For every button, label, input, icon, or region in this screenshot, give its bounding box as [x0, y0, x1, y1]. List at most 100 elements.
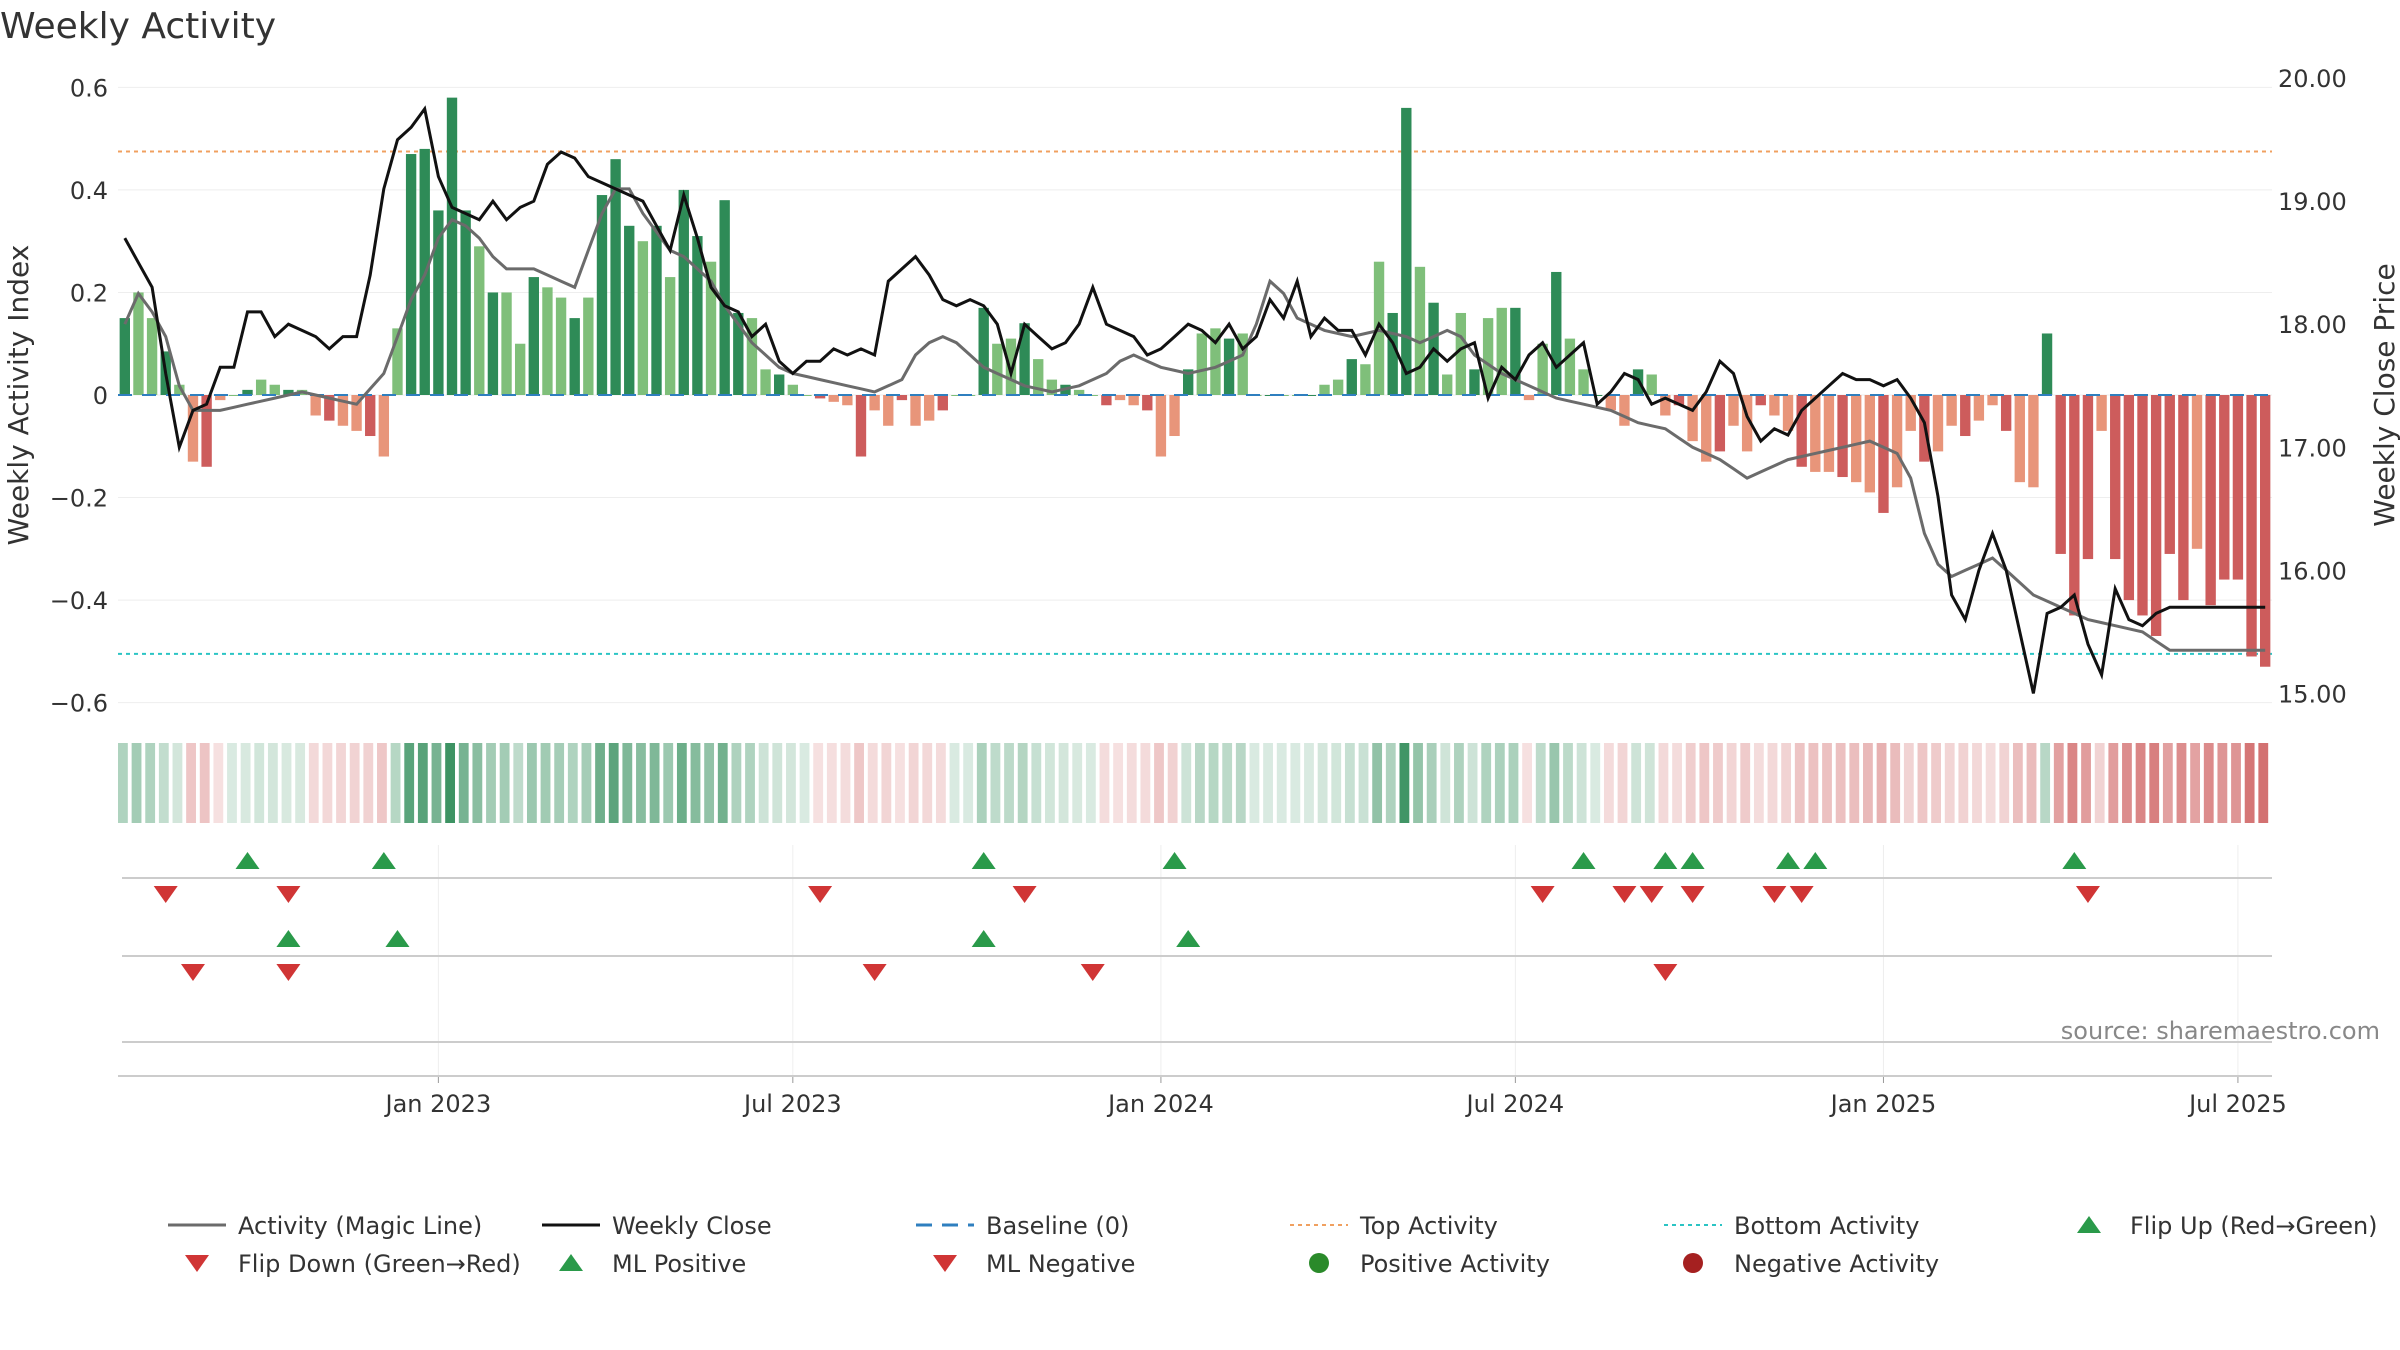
heat-cell: [1031, 743, 1042, 823]
heat-cell: [1426, 743, 1437, 823]
legend-swatch: [2077, 1216, 2101, 1233]
activity-bar: [1755, 395, 1766, 406]
heat-cell: [2258, 743, 2269, 823]
activity-bar: [1864, 395, 1876, 493]
activity-bar: [119, 318, 130, 395]
activity-bar: [923, 395, 935, 421]
activity-bar: [978, 307, 989, 395]
activity-bar: [2219, 395, 2230, 580]
heat-cell: [227, 743, 237, 823]
heat-cell: [567, 743, 578, 823]
heat-cell: [1494, 743, 1505, 823]
heat-cell: [199, 743, 210, 823]
heat-cell: [1549, 743, 1560, 823]
heat-cell: [976, 743, 987, 823]
heat-cell: [772, 743, 783, 823]
activity-bar: [2191, 395, 2203, 549]
activity-bar: [719, 200, 730, 395]
heat-cell: [1944, 743, 1955, 823]
flip-up-marker: [371, 852, 396, 869]
x-tick-label: Jan 2023: [384, 1090, 492, 1118]
activity-bar: [1837, 395, 1848, 478]
legend-label: Weekly Close: [612, 1212, 772, 1240]
x-axis-ticks: Jan 2023 Jul 2023 Jan 2024 Jul 2024 Jan 2025…: [118, 1075, 2287, 1118]
activity-bar: [1728, 395, 1739, 426]
heat-cell: [663, 743, 674, 823]
activity-bar: [255, 379, 267, 395]
activity-bar: [1523, 395, 1535, 401]
heat-cell: [2108, 743, 2119, 823]
activity-bar: [2205, 395, 2216, 606]
heat-cell: [2203, 743, 2214, 823]
heat-cell: [118, 743, 128, 823]
activity-bar: [1101, 395, 1112, 406]
y2-tick-label: 20.00: [2278, 65, 2347, 93]
weekly-close-line: [123, 105, 2266, 694]
activity-bar: [2246, 395, 2257, 657]
heat-cell: [636, 743, 646, 823]
heat-cell: [2217, 743, 2228, 823]
heat-cell: [1072, 743, 1083, 823]
heat-cell: [949, 743, 960, 823]
activity-bar: [1264, 395, 1276, 396]
activity-bar: [405, 154, 417, 395]
legend-item: Flip Down (Green→Red): [185, 1250, 521, 1278]
activity-bar: [1537, 343, 1548, 395]
heat-cell: [1522, 743, 1533, 823]
y-axis-ticks: 0.6 0.4 0.2 0 −0.2 −0.4 −0.6: [50, 74, 108, 717]
heat-cell: [172, 743, 183, 823]
ml-positive-marker: [971, 930, 996, 947]
heat-cell: [281, 743, 292, 823]
heat-cell: [745, 743, 755, 823]
heat-cell: [1467, 743, 1478, 823]
heat-cell: [867, 743, 878, 823]
y2-tick-label: 18.00: [2278, 311, 2347, 339]
activity-bar: [446, 97, 458, 395]
activity-bar: [1564, 338, 1576, 395]
activity-bar: [392, 328, 403, 395]
legend-item: Positive Activity: [1309, 1250, 1550, 1278]
chart-title: Weekly Activity: [0, 6, 276, 47]
heat-cell: [417, 743, 428, 823]
activity-bar: [2082, 395, 2094, 560]
activity-bar: [1482, 318, 1494, 395]
activity-bar: [1878, 395, 1889, 513]
activity-bar: [1810, 395, 1821, 472]
heat-cell: [131, 743, 142, 823]
heat-cell: [486, 743, 496, 823]
heat-cell: [881, 743, 892, 823]
y2-axis-ticks: 20.00 19.00 18.00 17.00 16.00 15.00: [2278, 65, 2347, 708]
flip-up-marker: [1571, 852, 1596, 869]
activity-bar: [1360, 364, 1371, 395]
heat-cell: [786, 743, 796, 823]
heat-cell: [608, 743, 619, 823]
heat-cell: [186, 743, 196, 823]
heat-cell: [840, 743, 851, 823]
heat-cell: [1317, 743, 1328, 823]
legend-label: Negative Activity: [1734, 1250, 1939, 1278]
activity-bar: [542, 287, 553, 395]
ml-positive-marker: [276, 930, 301, 947]
heat-cell: [2244, 743, 2255, 823]
x-tick-label: Jan 2024: [1106, 1090, 1214, 1118]
activity-bar: [1142, 395, 1153, 411]
activity-bar: [814, 395, 826, 399]
activity-bar: [1605, 395, 1616, 411]
activity-bar: [1851, 395, 1862, 483]
heat-cell: [1399, 743, 1410, 823]
activity-bar: [1033, 359, 1044, 395]
heat-cell: [1713, 743, 1723, 823]
heat-cell: [2053, 743, 2064, 823]
y2-tick-label: 15.00: [2278, 680, 2347, 708]
heat-cell: [1917, 743, 1928, 823]
heat-cell: [2176, 743, 2187, 823]
activity-bar: [1237, 333, 1248, 395]
activity-bar: [1741, 395, 1753, 452]
heat-cell: [1972, 743, 1982, 823]
activity-bar: [1619, 395, 1630, 426]
activity-bar: [1196, 333, 1207, 395]
activity-bar: [596, 195, 608, 395]
activity-bar: [624, 225, 635, 395]
heat-cell: [240, 743, 251, 823]
heat-cell: [1985, 743, 1996, 823]
